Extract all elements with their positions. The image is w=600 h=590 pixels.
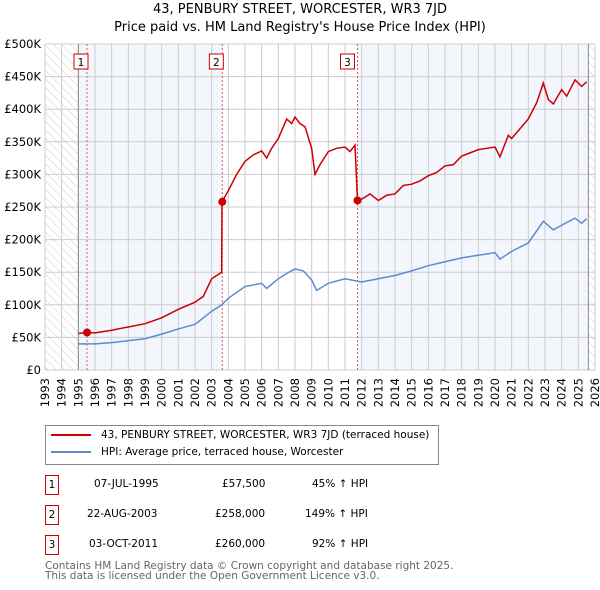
- y-tick-label: £300K: [4, 167, 41, 181]
- price-chart: 1993 1994 1995 1996 1997 1998 1999 2000 2001 2002…: [4, 37, 600, 407]
- x-tick-label: 2025: [571, 378, 585, 407]
- x-tick-label: 2013: [371, 378, 385, 407]
- chart-title: 43, PENBURY STREET, WORCESTER, WR3 7JD: [152, 2, 448, 17]
- sale-price: £260,000: [215, 538, 266, 550]
- y-tick-label: £50K: [12, 330, 42, 344]
- hpi-change: 92% ↑ HPI: [312, 538, 369, 550]
- sale-point: [218, 197, 227, 206]
- legend-item-property: 43, PENBURY STREET, WORCESTER, WR3 7JD (…: [46, 429, 429, 441]
- x-tick-label: 1998: [121, 378, 135, 407]
- y-tick-label: £400K: [4, 102, 41, 116]
- y-tick-label: £350K: [4, 135, 41, 149]
- legend-label: HPI: Average price, terraced house, Worc…: [101, 446, 344, 458]
- x-tick-label: 2023: [538, 378, 552, 407]
- x-tick-label: 2017: [438, 378, 452, 407]
- x-tick-label: 1996: [88, 378, 102, 407]
- sale-label: 2: [213, 57, 220, 69]
- legend-swatch-blue: [51, 451, 91, 453]
- legend: 43, PENBURY STREET, WORCESTER, WR3 7JD (…: [45, 425, 439, 465]
- x-tick-label: 2015: [405, 378, 419, 407]
- sale-date: 22-AUG-2003: [87, 508, 158, 520]
- legend-label: 43, PENBURY STREET, WORCESTER, WR3 7JD (…: [101, 429, 430, 441]
- legend-item-hpi: HPI: Average price, terraced house, Worc…: [46, 446, 343, 458]
- x-tick-label: 1995: [71, 378, 85, 407]
- chart-subtitle: Price paid vs. HM Land Registry's House …: [114, 20, 486, 35]
- transaction-row: 1 07-JUL-1995 £57,500 45% ↑ HPI: [45, 475, 465, 495]
- x-tick-label: 2026: [588, 378, 600, 407]
- y-tick-label: £100K: [4, 298, 41, 312]
- legend-swatch-red: [51, 434, 91, 436]
- x-tick-label: 2004: [221, 378, 235, 407]
- x-tick-label: 1999: [138, 378, 152, 407]
- x-tick-label: 2002: [188, 378, 202, 407]
- transaction-row: 3 03-OCT-2011 £260,000 92% ↑ HPI: [45, 535, 465, 555]
- sale-label-box: [340, 53, 355, 70]
- footer-copyright: Contains HM Land Registry data © Crown c…: [45, 560, 454, 572]
- x-tick-label: 2012: [355, 378, 369, 407]
- marker-badge: 2: [45, 505, 59, 525]
- x-tick-label: 1997: [105, 378, 119, 407]
- x-tick-label: 2006: [255, 378, 269, 407]
- y-tick-label: £500K: [4, 37, 41, 51]
- sale-point: [353, 196, 362, 205]
- x-tick-label: 2008: [288, 378, 302, 407]
- footer-licence: This data is licensed under the Open Gov…: [45, 570, 380, 582]
- sale-date: 07-JUL-1995: [94, 478, 159, 490]
- hpi-change: 149% ↑ HPI: [305, 508, 368, 520]
- y-tick-label: £450K: [4, 70, 41, 84]
- x-tick-label: 2020: [488, 378, 502, 407]
- series-line: [78, 217, 588, 345]
- hpi-change: 45% ↑ HPI: [312, 478, 369, 490]
- sale-price: £258,000: [215, 508, 266, 520]
- x-tick-label: 2010: [321, 378, 335, 407]
- sale-label: 1: [78, 57, 85, 69]
- sale-price: £57,500: [222, 478, 266, 490]
- sale-point: [83, 328, 91, 337]
- x-tick-label: 2016: [421, 378, 435, 407]
- sale-label-box: [73, 53, 89, 70]
- sale-label-box: [208, 53, 224, 70]
- transaction-row: 2 22-AUG-2003 £258,000 149% ↑ HPI: [45, 505, 465, 525]
- series-line: [78, 78, 588, 335]
- x-tick-label: 2000: [155, 378, 169, 407]
- marker-badge: 1: [45, 475, 59, 495]
- x-tick-label: 1994: [55, 378, 69, 407]
- y-tick-label: £250K: [4, 200, 41, 214]
- x-tick-label: 2003: [205, 378, 219, 407]
- x-tick-label: 2018: [455, 378, 469, 407]
- x-tick-label: 2022: [521, 378, 535, 407]
- sale-label: 3: [344, 57, 351, 69]
- x-tick-label: 2021: [505, 378, 519, 407]
- x-tick-label: 1993: [38, 378, 52, 407]
- marker-badge: 3: [45, 535, 59, 555]
- y-tick-label: £150K: [4, 265, 41, 279]
- y-tick-label: £0: [26, 363, 41, 377]
- y-tick-label: £200K: [4, 233, 41, 247]
- footer: Contains HM Land Registry data © Crown c…: [45, 560, 454, 582]
- sale-date: 03-OCT-2011: [89, 538, 158, 550]
- x-tick-label: 2007: [271, 378, 285, 407]
- x-tick-label: 2009: [305, 378, 319, 407]
- x-tick-label: 2019: [471, 378, 485, 407]
- x-tick-label: 2005: [238, 378, 252, 407]
- x-tick-label: 2011: [338, 378, 352, 407]
- x-tick-label: 2014: [388, 378, 402, 407]
- x-tick-label: 2024: [555, 378, 569, 407]
- x-tick-label: 2001: [171, 378, 185, 407]
